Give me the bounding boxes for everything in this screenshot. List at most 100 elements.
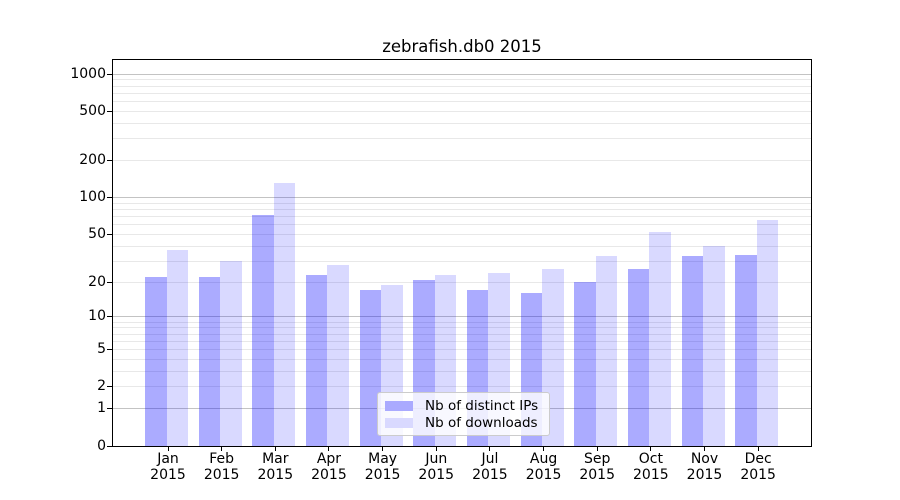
y-tick-label: 1000 bbox=[70, 65, 106, 82]
y-tick-label: 1 bbox=[97, 400, 106, 417]
bar-ips-oct bbox=[627, 268, 650, 446]
x-tick-label: Dec 2015 bbox=[726, 451, 790, 483]
gridline bbox=[113, 79, 811, 81]
x-tick-year: 2015 bbox=[525, 466, 562, 483]
x-tick-year: 2015 bbox=[740, 466, 776, 483]
x-tick-year: 2015 bbox=[472, 466, 508, 483]
gridline bbox=[113, 100, 811, 102]
y-tick-mark bbox=[107, 281, 112, 283]
x-tick-year: 2015 bbox=[633, 466, 669, 483]
x-tick-mark bbox=[704, 447, 705, 451]
x-tick-year: 2015 bbox=[311, 466, 347, 483]
bars-layer bbox=[113, 60, 811, 446]
y-tick-mark bbox=[107, 233, 112, 235]
y-tick-label: 50 bbox=[88, 225, 106, 242]
x-tick-month: Oct bbox=[638, 451, 663, 467]
x-tick-mark bbox=[543, 447, 545, 451]
gridline bbox=[113, 110, 811, 112]
y-tick-label: 10 bbox=[88, 308, 106, 325]
y-tick-label: 2 bbox=[97, 378, 106, 395]
x-tick-month: Jan bbox=[157, 451, 179, 467]
x-tick-label: Jun 2015 bbox=[404, 451, 468, 483]
x-tick-mark bbox=[650, 447, 652, 451]
gridline bbox=[113, 316, 811, 318]
legend-entry-downloads: Nb of downloads bbox=[385, 415, 541, 431]
x-tick-month: May bbox=[368, 451, 398, 467]
x-tick-label: Oct 2015 bbox=[619, 451, 683, 483]
x-tick-month: Nov bbox=[690, 451, 719, 467]
y-tick-mark bbox=[107, 197, 112, 198]
gridline bbox=[113, 138, 811, 140]
y-tick-label: 20 bbox=[88, 273, 106, 290]
bar-downloads-mar bbox=[273, 183, 296, 446]
bar-ips-jan bbox=[145, 277, 167, 446]
x-tick-label: Feb 2015 bbox=[190, 451, 254, 483]
x-tick-mark bbox=[221, 447, 223, 451]
y-tick-label: 5 bbox=[97, 341, 106, 358]
bar-ips-mar bbox=[252, 214, 274, 446]
x-tick-mark bbox=[274, 447, 276, 451]
gridline bbox=[113, 208, 811, 210]
gridline bbox=[113, 85, 811, 87]
legend-label-ips: Nb of distinct IPs bbox=[425, 398, 539, 414]
x-tick-year: 2015 bbox=[686, 466, 723, 483]
bar-downloads-oct bbox=[649, 232, 671, 446]
bar-ips-may bbox=[359, 290, 382, 446]
y-tick-mark bbox=[107, 349, 112, 351]
gridline bbox=[113, 321, 811, 323]
gridline bbox=[113, 340, 811, 342]
x-tick-mark bbox=[489, 447, 491, 451]
legend-swatch-downloads bbox=[385, 418, 413, 428]
x-tick-year: 2015 bbox=[203, 466, 240, 483]
chart-title: zebrafish.db0 2015 bbox=[382, 37, 542, 56]
x-tick-mark bbox=[757, 447, 759, 451]
x-tick-year: 2015 bbox=[257, 466, 294, 483]
x-tick-mark bbox=[596, 447, 598, 451]
x-tick-year: 2015 bbox=[364, 466, 401, 483]
x-tick-mark bbox=[435, 447, 437, 451]
x-tick-month: Sep bbox=[583, 451, 611, 467]
y-tick-label: 100 bbox=[79, 189, 106, 205]
bar-downloads-apr bbox=[327, 264, 349, 446]
gridline bbox=[113, 245, 811, 247]
gridline bbox=[113, 215, 811, 217]
gridline bbox=[113, 333, 811, 335]
x-tick-year: 2015 bbox=[418, 466, 455, 483]
x-tick-month: Feb bbox=[209, 451, 235, 467]
legend-swatch-ips bbox=[385, 401, 413, 411]
gridline bbox=[113, 159, 811, 161]
x-tick-month: Jun bbox=[425, 451, 448, 467]
y-tick-mark bbox=[107, 386, 112, 388]
gridline bbox=[113, 73, 811, 75]
y-tick-mark bbox=[107, 110, 112, 112]
x-tick-year: 2015 bbox=[579, 466, 615, 483]
gridline bbox=[113, 233, 811, 235]
x-tick-mark bbox=[382, 447, 384, 451]
gridline bbox=[113, 197, 811, 198]
x-tick-label: May 2015 bbox=[351, 451, 415, 483]
bar-ips-nov bbox=[681, 256, 703, 446]
legend-entry-ips: Nb of distinct IPs bbox=[385, 398, 541, 414]
gridline bbox=[113, 122, 811, 124]
legend-label-downloads: Nb of downloads bbox=[425, 415, 538, 431]
x-tick-month: Aug bbox=[529, 451, 558, 467]
bar-downloads-nov bbox=[703, 246, 725, 446]
x-tick-month: Jul bbox=[481, 451, 499, 467]
gridline bbox=[113, 327, 811, 329]
gridline bbox=[113, 224, 811, 226]
y-tick-label: 500 bbox=[79, 102, 106, 119]
bar-ips-apr bbox=[305, 274, 328, 446]
x-tick-label: Sep 2015 bbox=[565, 451, 629, 483]
gridline bbox=[113, 370, 811, 372]
y-tick-mark bbox=[107, 316, 112, 318]
gridline bbox=[113, 386, 811, 388]
x-tick-label: Aug 2015 bbox=[512, 451, 576, 483]
x-tick-mark bbox=[167, 447, 169, 451]
y-tick-label: 200 bbox=[79, 151, 106, 168]
gridline bbox=[113, 260, 811, 262]
gridline bbox=[113, 281, 811, 283]
x-tick-label: Mar 2015 bbox=[243, 451, 307, 483]
x-tick-year: 2015 bbox=[150, 466, 186, 483]
y-tick-mark bbox=[107, 445, 112, 447]
x-tick-month: Mar bbox=[262, 451, 289, 467]
